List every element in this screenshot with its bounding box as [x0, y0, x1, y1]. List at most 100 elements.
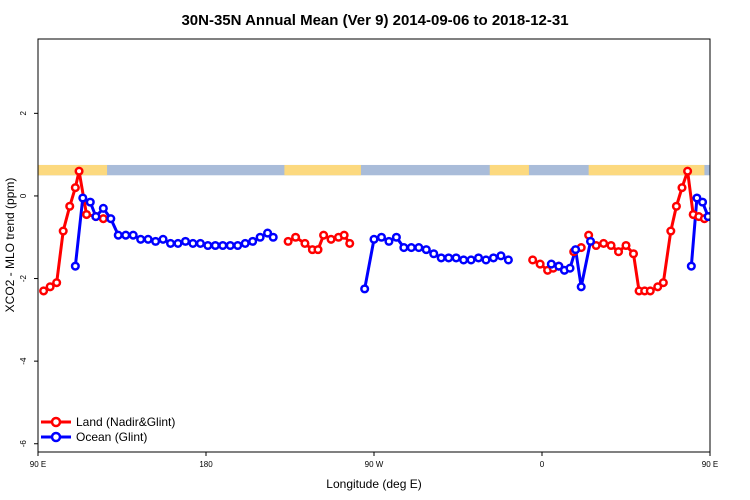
land-point — [300, 238, 310, 248]
land-point — [645, 286, 655, 296]
ocean-point — [136, 234, 146, 244]
ocean-point — [240, 238, 250, 248]
series-points — [39, 166, 750, 296]
y-axis-label: XCO2 - MLO trend (ppm) — [3, 178, 17, 313]
land-point — [58, 226, 68, 236]
y-tick-label: 2 — [19, 111, 28, 116]
plot-area — [38, 164, 750, 296]
ocean-point — [421, 245, 431, 255]
land-point — [528, 255, 538, 265]
x-tick-label: 180 — [199, 460, 213, 469]
y-tick-label: -6 — [19, 440, 28, 448]
x-tick-label: 90 E — [30, 460, 46, 469]
y-tick-label: -2 — [19, 274, 28, 282]
ocean-legend-label: Ocean (Glint) — [76, 430, 147, 444]
land-legend-label: Land (Nadir&Glint) — [76, 415, 175, 429]
land-point — [677, 183, 687, 193]
ocean-point — [459, 255, 469, 265]
land-point — [81, 209, 92, 220]
ocean-point — [436, 253, 446, 263]
ocean-point — [173, 238, 183, 248]
land-legend-marker — [50, 416, 62, 428]
ocean-point — [709, 205, 710, 211]
ocean-point — [218, 240, 228, 251]
ocean-point — [697, 197, 708, 207]
legend: Land (Nadir&Glint)Ocean (Glint) — [41, 415, 175, 444]
ocean-point — [451, 253, 461, 263]
land-point — [339, 230, 349, 240]
ocean-band — [38, 164, 710, 176]
land-point — [591, 240, 601, 251]
ocean-point — [744, 236, 750, 243]
ocean-legend-marker — [50, 431, 62, 443]
ocean-point — [686, 261, 696, 271]
land-ocean-band — [38, 164, 723, 176]
land-band-segment — [489, 164, 529, 176]
land-point — [653, 282, 663, 292]
land-band-segment — [714, 165, 723, 175]
ocean-point — [369, 234, 379, 244]
land-point — [621, 240, 631, 251]
land-point — [313, 245, 323, 255]
ocean-point — [406, 243, 416, 253]
x-tick-label: 0 — [540, 460, 545, 469]
land-point — [628, 249, 639, 259]
ocean-point — [225, 240, 235, 251]
land-point — [74, 166, 84, 176]
land-band-segment — [588, 164, 705, 176]
y-tick-label: -4 — [19, 357, 28, 365]
ocean-point — [391, 232, 401, 242]
ocean-point — [376, 232, 387, 242]
ocean-point — [503, 255, 513, 265]
x-axis: 90 E 180 90 W 0 90 E — [30, 452, 718, 469]
ocean-point — [565, 263, 575, 273]
x-tick-label: 90 W — [365, 460, 384, 469]
ocean-point — [106, 214, 116, 224]
ocean-point — [263, 228, 273, 238]
land-band-segment — [284, 164, 361, 176]
land-point — [683, 166, 693, 176]
ocean-point — [692, 193, 702, 203]
ocean-point — [399, 243, 409, 253]
land-point — [658, 278, 668, 288]
ocean-point — [128, 230, 138, 240]
ocean-point — [716, 215, 723, 222]
ocean-point — [151, 236, 161, 246]
land-point — [599, 238, 609, 248]
ocean-series-line — [689, 196, 710, 267]
x-tick-label: 90 E — [702, 460, 718, 469]
ocean-point — [121, 230, 131, 240]
ocean-point — [165, 238, 176, 248]
y-tick-label: 0 — [19, 193, 28, 198]
ocean-point — [585, 236, 596, 246]
ocean-point — [360, 284, 370, 294]
land-point — [606, 240, 616, 251]
ocean-point — [113, 230, 123, 240]
ocean-point — [233, 240, 243, 251]
x-axis-label: Longitude (deg E) — [326, 477, 421, 491]
land-point — [65, 201, 75, 211]
ocean-point — [384, 236, 394, 246]
chart-title: 30N-35N Annual Mean (Ver 9) 2014-09-06 t… — [181, 12, 568, 29]
ocean-point — [91, 212, 101, 222]
ocean-point — [98, 203, 108, 213]
ocean-point — [143, 234, 153, 244]
ocean-point — [203, 240, 213, 251]
ocean-point — [488, 253, 499, 263]
ocean-point — [195, 238, 205, 248]
land-point — [326, 234, 336, 244]
ocean-point — [85, 197, 95, 207]
ocean-point — [737, 232, 744, 239]
land-point — [39, 286, 49, 296]
ocean-point — [722, 232, 729, 239]
land-point — [666, 226, 676, 236]
land-series-line — [587, 169, 705, 293]
ocean-point — [414, 243, 424, 253]
land-point — [345, 238, 355, 248]
land-point — [98, 214, 108, 224]
ocean-point — [210, 240, 220, 251]
land-point — [283, 236, 293, 246]
y-axis: 2 0 -2 -4 -6 — [19, 111, 38, 448]
series-lines — [42, 169, 710, 293]
